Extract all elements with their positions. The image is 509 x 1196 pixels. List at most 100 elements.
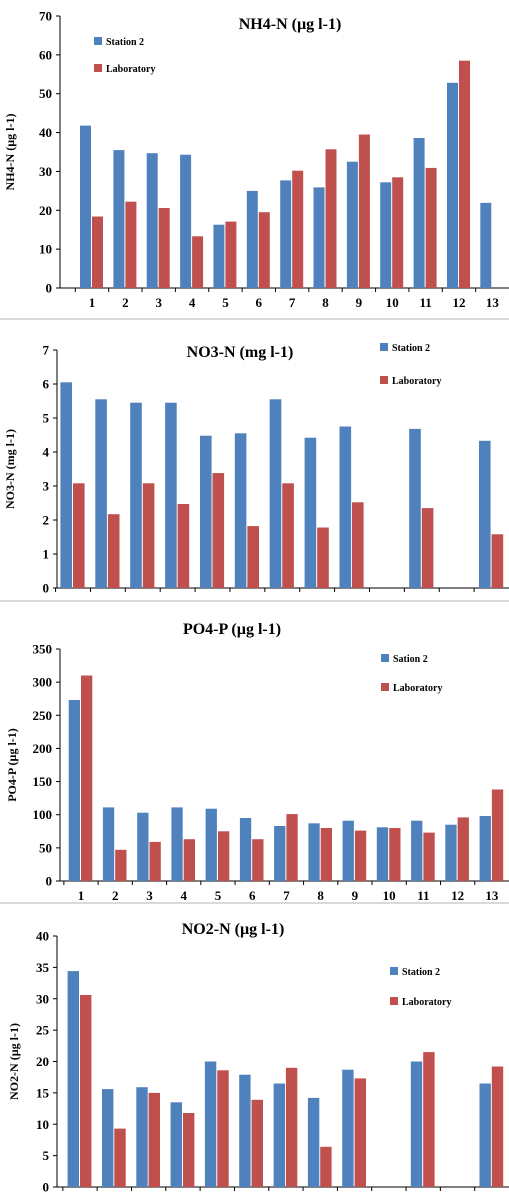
no3-chart: 0123456712345678910111213NO3-N (mg l-1)N…	[3, 343, 509, 598]
bar-station-4	[165, 402, 177, 588]
bar-laboratory-13	[491, 1066, 504, 1187]
bar-station-3	[130, 402, 142, 588]
legend-swatch	[94, 37, 102, 45]
y-tick-label: 50	[39, 840, 52, 855]
bar-station-11	[413, 138, 425, 288]
legend-label: Station 2	[392, 343, 430, 354]
x-tick-label: 4	[189, 295, 196, 310]
bar-station-9	[342, 1069, 354, 1187]
bar-station-3	[137, 812, 149, 881]
bar-station-1	[60, 382, 72, 588]
x-tick-label: 10	[383, 888, 396, 900]
bar-laboratory-11	[421, 508, 434, 588]
bar-laboratory-6	[251, 1099, 263, 1187]
x-tick-label: 9	[351, 1194, 358, 1196]
bar-station-2	[95, 399, 107, 588]
x-tick-label: 5	[214, 1194, 221, 1196]
x-tick-label: 6	[244, 595, 251, 598]
x-tick-label: 8	[322, 295, 329, 310]
y-axis-label: PO4-P (µg l-1)	[5, 728, 19, 802]
y-tick-label: 40	[39, 125, 52, 140]
bar-station-7	[280, 180, 292, 288]
x-tick-label: 2	[105, 595, 112, 598]
x-tick-label: 8	[317, 1194, 324, 1196]
bar-station-7	[274, 826, 286, 881]
chart-title: PO4-P (µg l-1)	[183, 621, 281, 638]
bar-station-11	[409, 428, 421, 588]
y-tick-label: 30	[39, 164, 52, 179]
bar-laboratory-11	[423, 1052, 435, 1187]
bar-laboratory-1	[73, 483, 85, 588]
bar-station-9	[346, 161, 358, 288]
x-tick-label: 12	[451, 888, 464, 900]
x-tick-label: 7	[279, 595, 286, 598]
x-tick-label: 3	[146, 888, 153, 900]
bar-station-5	[204, 1061, 217, 1187]
y-tick-label: 30	[36, 991, 49, 1006]
bar-laboratory-3	[148, 1092, 160, 1187]
x-tick-label: 5	[209, 595, 216, 598]
x-tick-label: 7	[283, 1194, 290, 1196]
bar-laboratory-3	[149, 841, 161, 881]
x-tick-label: 13	[485, 1194, 499, 1196]
y-tick-label: 60	[39, 47, 52, 62]
legend-swatch	[380, 343, 388, 351]
legend-swatch	[381, 654, 389, 662]
bar-laboratory-4	[177, 504, 190, 588]
x-tick-label: 10	[380, 595, 393, 598]
bar-laboratory-10	[389, 828, 401, 881]
panel-divider	[0, 902, 509, 904]
y-axis-label: NO3-N (mg l-1)	[3, 429, 17, 509]
bar-station-3	[146, 153, 158, 288]
bar-laboratory-11	[423, 832, 435, 881]
bar-laboratory-2	[125, 201, 137, 288]
bar-station-2	[102, 1089, 114, 1187]
bar-laboratory-8	[317, 527, 329, 588]
x-tick-label: 7	[283, 888, 290, 900]
bar-station-12	[445, 824, 457, 881]
bar-station-8	[313, 187, 325, 288]
y-tick-label: 10	[39, 242, 52, 257]
bar-station-13	[479, 440, 491, 588]
y-tick-label: 1	[43, 547, 50, 562]
y-tick-label: 35	[36, 960, 50, 975]
bar-station-11	[411, 820, 423, 881]
y-tick-label: 2	[43, 513, 50, 528]
bar-laboratory-8	[325, 149, 337, 288]
bar-laboratory-1	[81, 675, 93, 881]
y-tick-label: 6	[43, 377, 50, 392]
bar-laboratory-5	[225, 221, 237, 288]
x-tick-label: 1	[77, 1194, 84, 1196]
bar-station-1	[67, 971, 79, 1187]
x-tick-label: 7	[289, 295, 296, 310]
bar-laboratory-13	[491, 789, 504, 881]
bar-station-13	[480, 202, 492, 288]
bar-station-10	[380, 182, 392, 288]
x-tick-label: 2	[112, 888, 119, 900]
y-tick-label: 20	[36, 1054, 49, 1069]
y-tick-label: 250	[33, 708, 53, 723]
x-tick-label: 11	[417, 1194, 429, 1196]
y-tick-label: 7	[43, 343, 50, 358]
bar-laboratory-9	[354, 830, 367, 881]
bar-station-8	[307, 1097, 320, 1187]
nh4-chart-panel: 0 10 20 30 40 50 60 70 1 2 3 4 5 6 7 8 9 10 11 12 13 NH4-N (µ…	[0, 0, 509, 318]
bar-laboratory-4	[192, 236, 204, 288]
bar-station-10	[376, 827, 389, 881]
x-tick-label: 1	[70, 595, 77, 598]
bar-laboratory-3	[158, 208, 170, 288]
bar-station-9	[339, 426, 352, 588]
bar-station-7	[269, 399, 282, 588]
bar-laboratory-7	[292, 170, 304, 288]
x-tick-label: 11	[416, 595, 428, 598]
bar-laboratory-6	[247, 526, 259, 588]
x-tick-label: 5	[222, 295, 229, 310]
bar-station-6	[246, 190, 258, 288]
chart-title: NH4-N (µg l-1)	[239, 16, 342, 33]
chart-title: NO2-N (µg l-1)	[182, 921, 285, 938]
x-tick-label: 12	[451, 1194, 464, 1196]
bar-laboratory-3	[142, 483, 155, 588]
bar-laboratory-4	[183, 839, 195, 881]
x-tick-label: 10	[382, 1194, 395, 1196]
